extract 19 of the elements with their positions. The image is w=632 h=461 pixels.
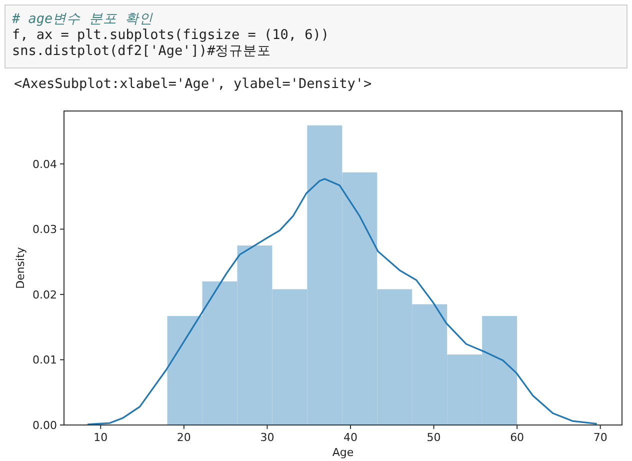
x-tick-label: 70 <box>593 431 608 444</box>
y-tick-label: 0.01 <box>32 354 57 367</box>
x-tick-label: 30 <box>260 431 274 444</box>
y-tick-label: 0.00 <box>32 419 57 432</box>
y-tick-label: 0.02 <box>32 288 57 302</box>
text: <AxesSubplot:xlabel='Age', ylabel='Density'> <box>14 76 372 92</box>
x-axis-title: Age <box>332 446 354 459</box>
line-series <box>87 178 597 426</box>
x-tick-label: 10 <box>94 431 108 444</box>
text: # age변수 분포 확인 <box>11 11 153 27</box>
text: f, ax = plt.subplots(figsize = (10, 6)) <box>12 27 329 43</box>
x-tick-label: 60 <box>510 431 524 444</box>
y-axis-title: Density <box>14 246 27 289</box>
text: sns.distplot(df2['Age'])#정규분포 <box>12 43 272 59</box>
y-tick-label: 0.04 <box>32 158 57 171</box>
x-tick-label: 20 <box>176 431 191 444</box>
x-tick-label: 40 <box>343 431 358 444</box>
y-tick-label: 0.03 <box>32 223 57 236</box>
x-tick-label: 50 <box>426 431 441 444</box>
